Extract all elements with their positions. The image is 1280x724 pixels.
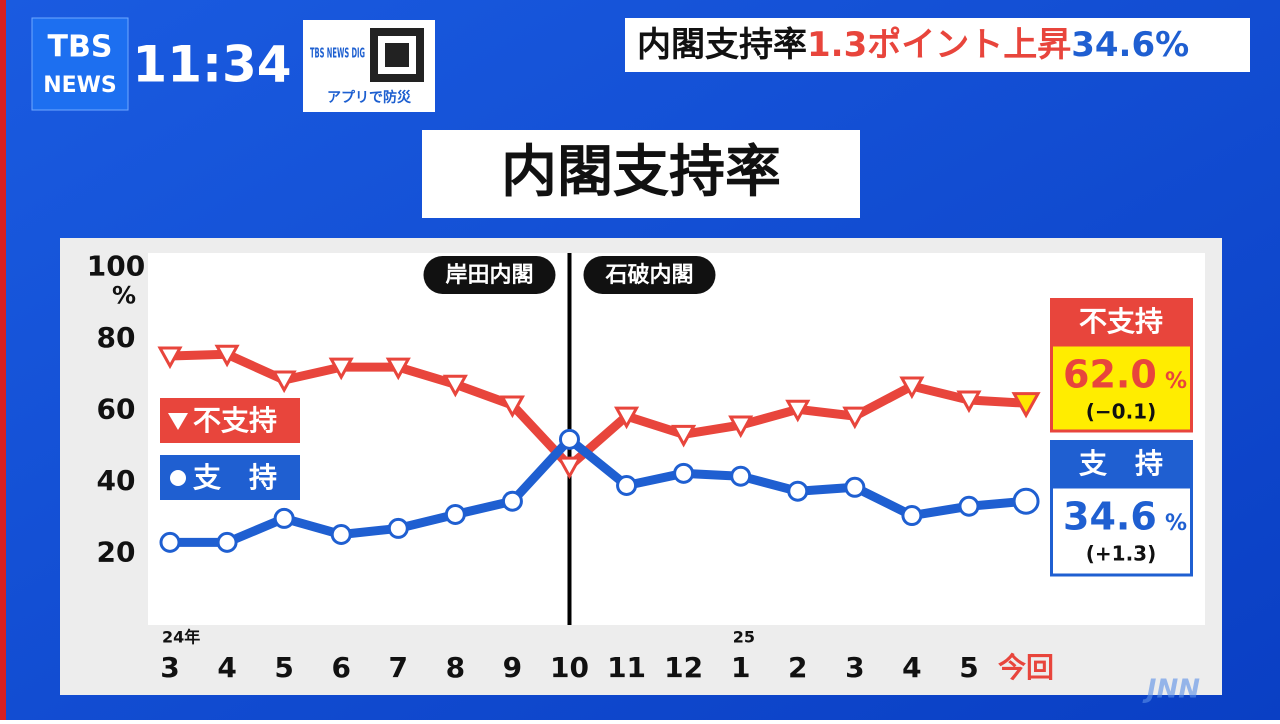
data-point xyxy=(673,462,695,484)
headline-change: 1.3ポイント上昇 xyxy=(807,25,1071,65)
logo-top: TBS xyxy=(48,30,113,65)
data-point xyxy=(1011,392,1041,419)
legend-label: 支 持 xyxy=(193,461,277,494)
data-point xyxy=(271,370,297,394)
headline: 内閣支持率1.3ポイント上昇34.6% xyxy=(637,25,1189,65)
period-label: 石破内閣 xyxy=(604,262,693,288)
y-unit: % xyxy=(112,281,136,309)
summary-body xyxy=(1050,343,1193,433)
data-point xyxy=(330,524,352,546)
summary-change: (+1.3) xyxy=(1086,542,1156,566)
x-tick-label: 2 xyxy=(788,651,807,684)
title-box xyxy=(422,130,860,218)
x-tick-label: 今回 xyxy=(998,651,1054,684)
series-line xyxy=(170,434,1027,547)
data-point xyxy=(844,476,866,498)
data-point xyxy=(556,456,583,480)
qr-code xyxy=(385,43,409,67)
x-tick-label: 1 xyxy=(731,651,750,684)
data-point xyxy=(387,517,409,539)
data-point xyxy=(785,399,811,423)
summary-change: (−0.1) xyxy=(1086,400,1156,424)
x-tick-label: 3 xyxy=(160,651,179,684)
x-tick-label: 5 xyxy=(274,651,293,684)
headline-subject: 内閣支持率 xyxy=(637,25,807,65)
data-point xyxy=(328,357,354,381)
data-point xyxy=(1012,487,1040,515)
data-point xyxy=(558,428,580,450)
data-point xyxy=(616,475,638,496)
data-point xyxy=(442,374,468,398)
period-badge xyxy=(423,256,556,294)
data-point xyxy=(730,465,752,487)
summary-value: 62.0 xyxy=(1063,353,1157,397)
x-tick-label: 8 xyxy=(446,651,465,684)
data-point xyxy=(499,395,525,419)
chart-title: 内閣支持率 xyxy=(501,140,781,205)
clock: 11:34 xyxy=(132,36,291,94)
data-point xyxy=(671,424,697,448)
data-point xyxy=(958,495,980,517)
x-tick-label: 5 xyxy=(959,651,978,684)
x-year-label: 24年 xyxy=(162,628,200,647)
data-point xyxy=(157,346,183,370)
y-tick-label: 20 xyxy=(97,535,136,568)
summary-unit: % xyxy=(1165,511,1187,536)
x-tick-label: 3 xyxy=(845,651,864,684)
data-point xyxy=(385,357,411,381)
data-point xyxy=(614,406,640,430)
data-point xyxy=(501,490,523,512)
legend-symbol xyxy=(170,470,186,486)
summary-body xyxy=(1050,485,1193,577)
x-tick-label: 4 xyxy=(902,651,921,684)
data-point xyxy=(787,480,809,502)
data-point xyxy=(214,344,240,368)
x-tick-label: 7 xyxy=(389,651,408,684)
x-tick-label: 10 xyxy=(550,651,589,684)
series-line xyxy=(169,349,1027,471)
data-point xyxy=(899,376,925,400)
logo-bottom: NEWS xyxy=(43,73,117,98)
data-point xyxy=(273,507,295,529)
x-tick-label: 9 xyxy=(503,651,522,684)
summary-header xyxy=(1050,440,1193,487)
x-year-label: 25 xyxy=(733,628,755,647)
data-point xyxy=(842,406,868,430)
x-tick-label: 12 xyxy=(664,651,703,684)
legend-label: 不支持 xyxy=(193,404,277,437)
logo-box xyxy=(31,17,129,111)
headline-box xyxy=(625,18,1250,72)
data-point xyxy=(216,531,238,553)
qr-title: TBS NEWS DIG xyxy=(310,47,365,62)
period-label: 岸田内閣 xyxy=(445,263,533,288)
watermark: JNN xyxy=(1142,675,1200,705)
y-tick-label: 80 xyxy=(97,321,136,354)
summary-value: 34.6 xyxy=(1063,495,1157,539)
y-tick-label: 100 xyxy=(87,249,145,282)
data-point xyxy=(444,503,466,525)
summary-unit: % xyxy=(1165,369,1187,394)
data-point xyxy=(159,531,181,553)
data-point xyxy=(728,415,754,439)
legend-symbol xyxy=(168,413,188,430)
data-point xyxy=(901,505,923,527)
x-tick-label: 4 xyxy=(217,651,236,684)
summary-name: 不支持 xyxy=(1079,305,1163,338)
summary-name: 支 持 xyxy=(1079,447,1163,480)
summary-header xyxy=(1050,298,1193,345)
data-point xyxy=(956,390,982,414)
period-badge xyxy=(583,256,716,294)
headline-value: 34.6% xyxy=(1071,25,1189,65)
y-tick-label: 60 xyxy=(97,392,136,425)
y-tick-label: 40 xyxy=(97,464,136,497)
x-tick-label: 11 xyxy=(607,651,646,684)
edge-bar xyxy=(0,0,6,720)
qr-caption: アプリで防災 xyxy=(327,89,412,106)
x-tick-label: 6 xyxy=(331,651,350,684)
plot-area xyxy=(148,253,1205,625)
